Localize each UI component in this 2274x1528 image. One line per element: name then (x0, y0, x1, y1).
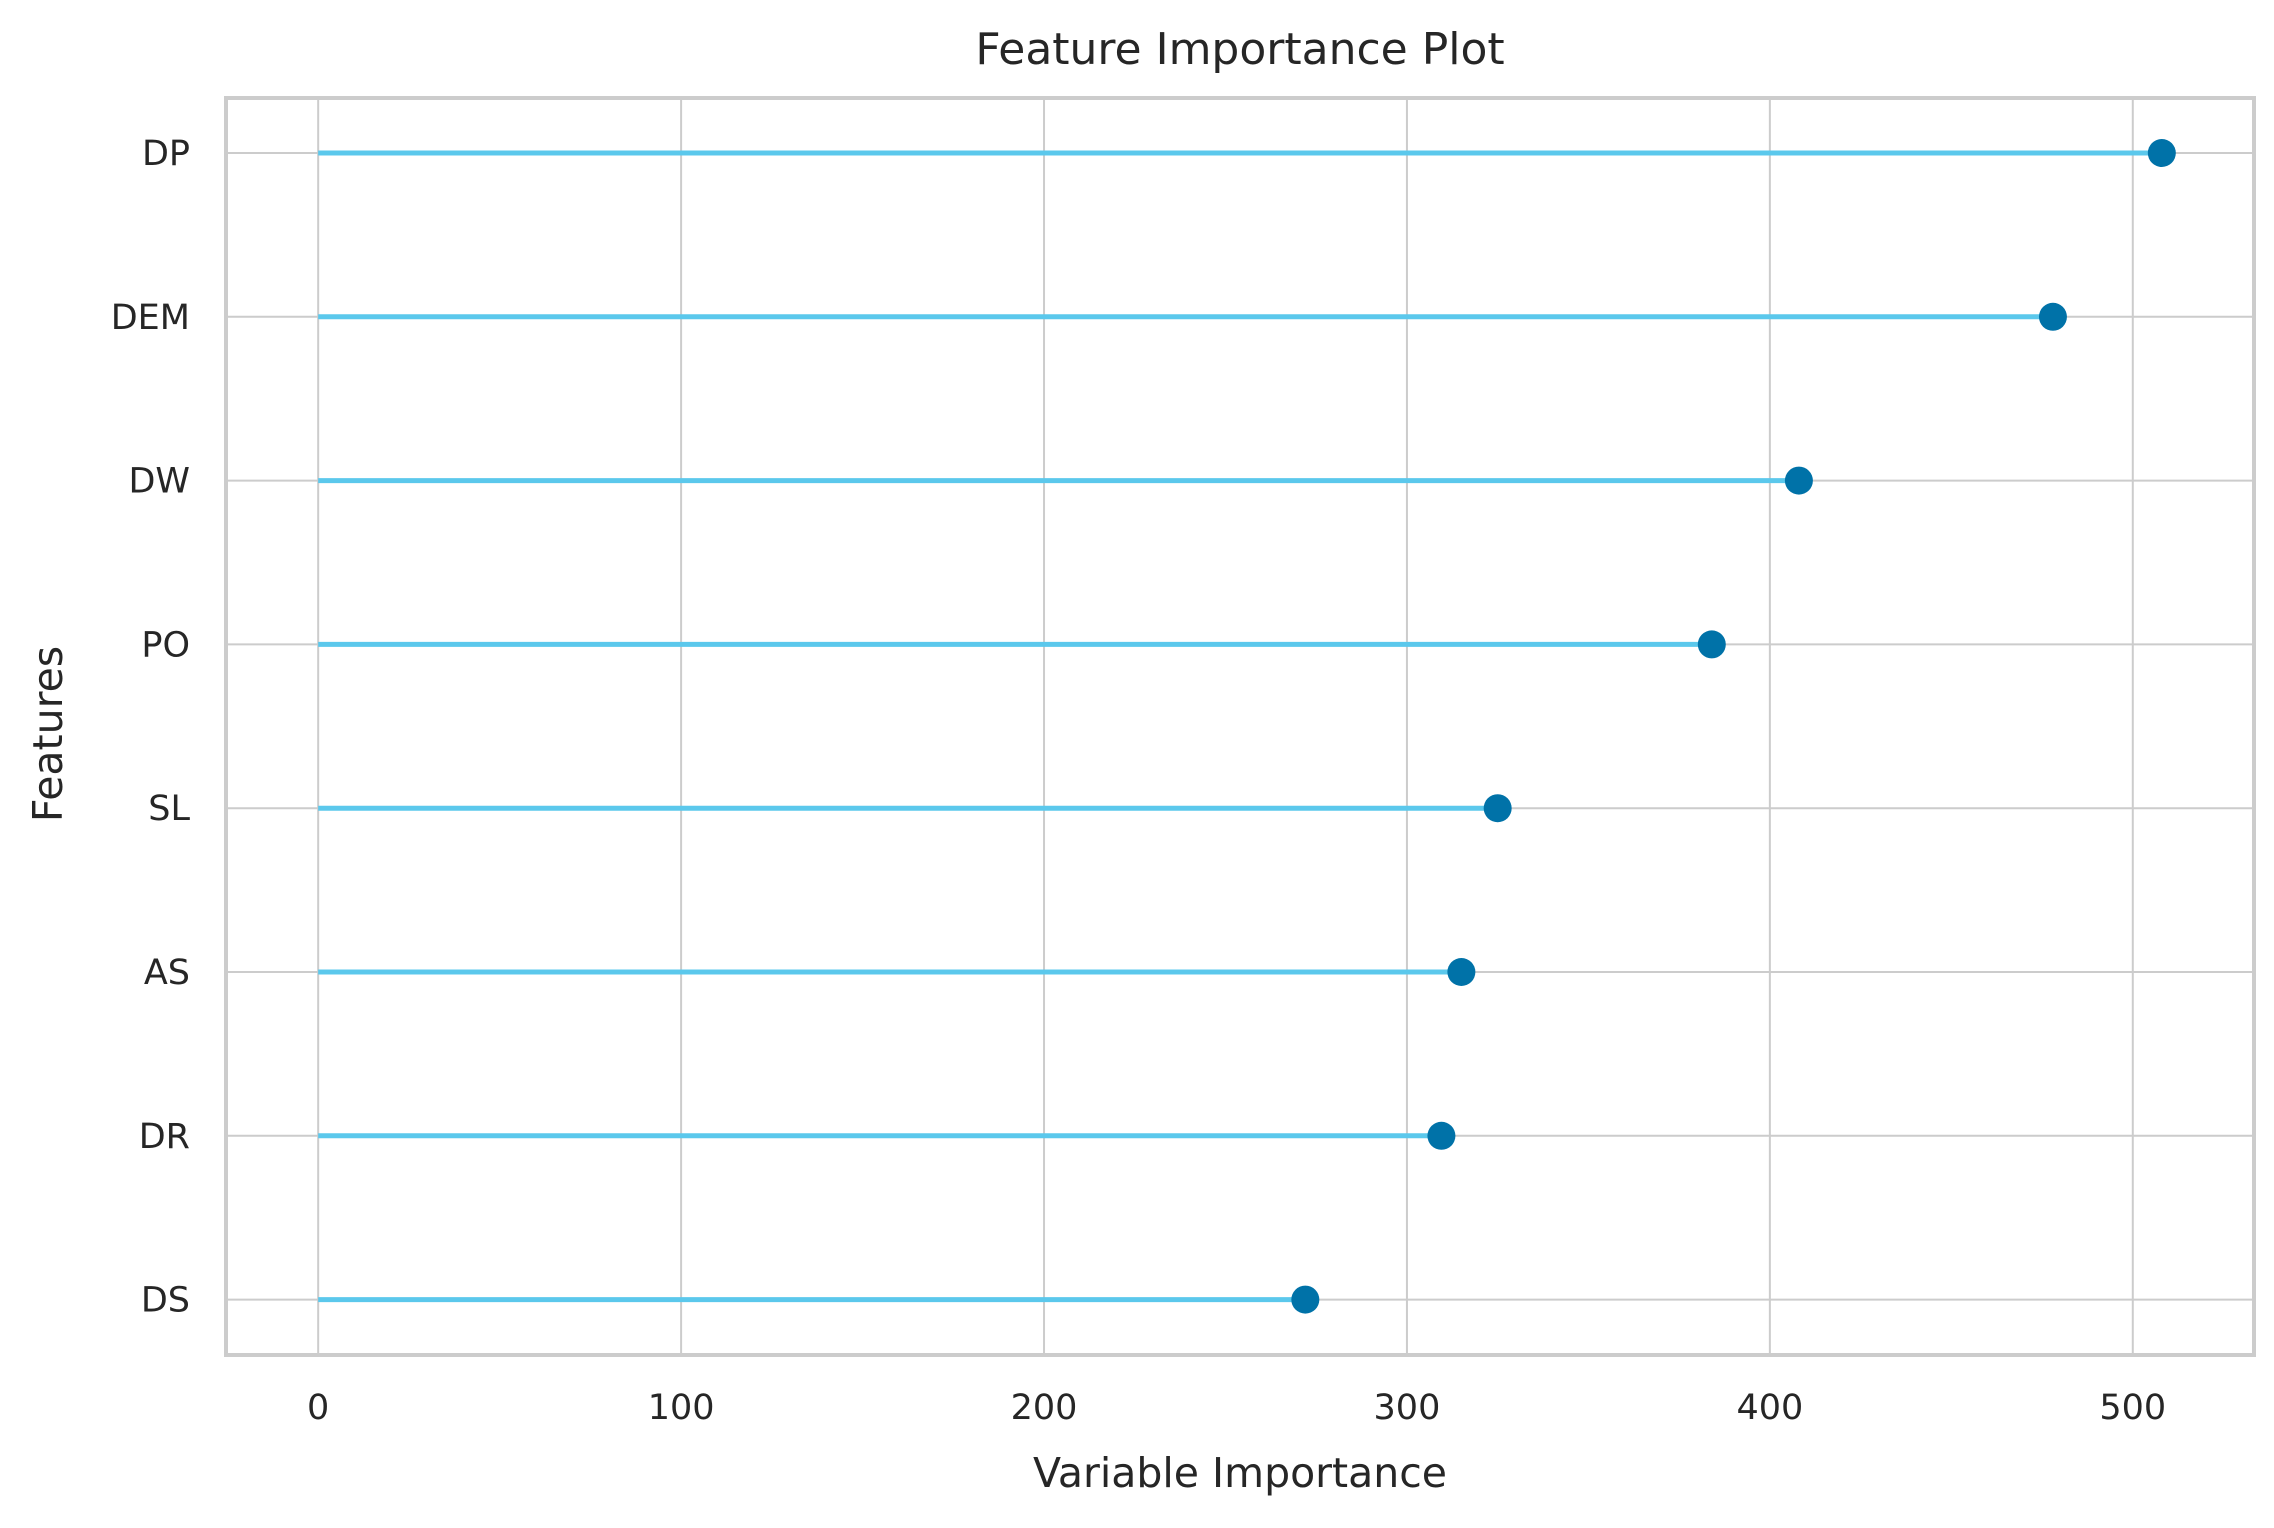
y-tick-label: AS (144, 953, 190, 993)
y-tick-label: DP (142, 134, 190, 174)
dot (1427, 1121, 1456, 1150)
chart-title: Feature Importance Plot (975, 24, 1504, 75)
dot (1784, 466, 1813, 495)
dot (2038, 302, 2067, 331)
y-axis-label: Features (24, 646, 72, 822)
x-tick-label: 500 (2099, 1388, 2166, 1428)
x-tick-label: 300 (1374, 1388, 1441, 1428)
x-tick-label: 0 (307, 1388, 329, 1428)
y-tick-label: DW (128, 462, 190, 502)
dot (1447, 958, 1476, 986)
dot (1483, 794, 1512, 823)
x-tick-label: 400 (1736, 1388, 1803, 1428)
dot (1697, 630, 1726, 659)
plot-frame (224, 96, 2256, 1357)
y-tick-label: DS (141, 1281, 190, 1321)
x-tick-label: 100 (648, 1388, 715, 1428)
y-tick-label: PO (141, 625, 190, 665)
x-tick-label: 200 (1011, 1388, 1078, 1428)
y-tick-label: DR (139, 1117, 190, 1157)
dot (2147, 139, 2176, 167)
x-axis-label: Variable Importance (1033, 1449, 1447, 1497)
dot (1291, 1285, 1320, 1314)
y-tick-label: DEM (111, 298, 190, 338)
y-tick-label: SL (148, 789, 190, 829)
